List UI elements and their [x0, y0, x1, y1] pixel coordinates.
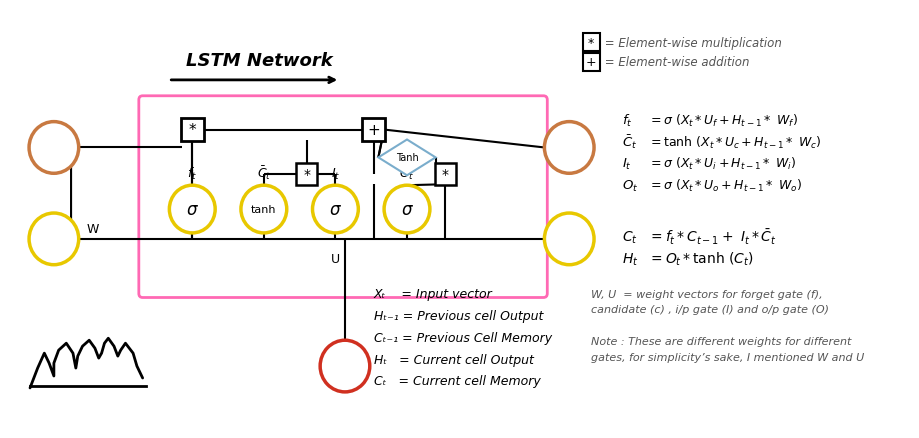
Text: Hₜ₋₁ = Previous cell Output: Hₜ₋₁ = Previous cell Output	[373, 309, 542, 322]
Circle shape	[241, 186, 287, 233]
Text: $= \sigma\ (X_t * U_i+ H_{t-1}*\ W_i)$: $= \sigma\ (X_t * U_i+ H_{t-1}*\ W_i)$	[648, 156, 796, 172]
Circle shape	[383, 186, 429, 233]
Text: +: +	[367, 123, 380, 138]
Text: $O_t$: $O_t$	[399, 167, 414, 182]
Polygon shape	[378, 140, 436, 176]
Text: tanh: tanh	[251, 205, 277, 215]
Text: $= O_t * \mathrm{tanh}\ (C_t)$: $= O_t * \mathrm{tanh}\ (C_t)$	[648, 251, 754, 268]
Text: *: *	[587, 36, 594, 49]
Text: $C_{t-1}$: $C_{t-1}$	[40, 141, 68, 155]
Text: *: *	[188, 123, 196, 138]
Text: Hₜ   = Current cell Output: Hₜ = Current cell Output	[373, 353, 533, 366]
FancyBboxPatch shape	[296, 164, 317, 186]
Text: $H_t$: $H_t$	[561, 232, 576, 247]
Circle shape	[169, 186, 215, 233]
Text: $= \sigma\ (X_t * U_f+ H_{t-1}*\ W_f)$: $= \sigma\ (X_t * U_f+ H_{t-1}*\ W_f)$	[648, 112, 798, 128]
Text: Cₜ₋₁ = Previous Cell Memory: Cₜ₋₁ = Previous Cell Memory	[373, 331, 551, 344]
Circle shape	[544, 122, 594, 174]
Text: $\sigma$: $\sigma$	[329, 201, 342, 219]
Text: +: +	[585, 57, 596, 69]
Text: $I_t$: $I_t$	[330, 167, 340, 182]
Text: $\sigma$: $\sigma$	[400, 201, 413, 219]
Text: U: U	[331, 253, 340, 265]
Text: $I_t$: $I_t$	[621, 156, 630, 172]
Text: $H_{t-1}$: $H_{t-1}$	[40, 232, 68, 247]
Text: $= f_t * C_{t-1}+\ I_t * \bar{C}_t$: $= f_t * C_{t-1}+\ I_t * \bar{C}_t$	[648, 228, 777, 247]
FancyBboxPatch shape	[582, 34, 599, 52]
Text: $= \mathrm{tanh}\ (X_t * U_c+ H_{t-1}*\ W_c)$: $= \mathrm{tanh}\ (X_t * U_c+ H_{t-1}*\ …	[648, 134, 822, 150]
Circle shape	[544, 214, 594, 265]
Text: $C_t$: $C_t$	[621, 229, 637, 246]
Text: Cₜ   = Current cell Memory: Cₜ = Current cell Memory	[373, 374, 539, 388]
Text: $f_t$: $f_t$	[621, 112, 631, 128]
Text: W, U  = weight vectors for forget gate (f),: W, U = weight vectors for forget gate (f…	[591, 289, 822, 299]
Circle shape	[29, 214, 79, 265]
Text: gates, for simplicity’s sake, I mentioned W and U: gates, for simplicity’s sake, I mentione…	[591, 352, 864, 362]
Text: $O_t$: $O_t$	[621, 178, 638, 193]
Text: *: *	[303, 168, 310, 182]
Text: = Element-wise addition: = Element-wise addition	[600, 57, 748, 69]
Text: Tanh: Tanh	[395, 153, 418, 163]
Text: $\sigma$: $\sigma$	[186, 201, 199, 219]
Text: LSTM Network: LSTM Network	[186, 52, 332, 70]
Text: Xₜ    = Input vector: Xₜ = Input vector	[373, 287, 492, 300]
FancyBboxPatch shape	[582, 54, 599, 72]
FancyBboxPatch shape	[434, 164, 455, 186]
Circle shape	[312, 186, 357, 233]
Text: $f_t$: $f_t$	[187, 166, 197, 182]
Circle shape	[320, 340, 369, 392]
Text: $C_t$: $C_t$	[562, 141, 576, 155]
Text: $\bar{C}_t$: $\bar{C}_t$	[621, 133, 636, 151]
Text: $X_t$: $X_t$	[337, 359, 352, 374]
Text: $\bar{C}_t$: $\bar{C}_t$	[256, 164, 271, 182]
Text: *: *	[441, 168, 448, 182]
Circle shape	[29, 122, 79, 174]
FancyBboxPatch shape	[362, 118, 385, 142]
Text: Note : These are different weights for different: Note : These are different weights for d…	[591, 336, 851, 346]
FancyBboxPatch shape	[181, 118, 203, 142]
Text: W: W	[86, 223, 99, 236]
Text: candidate (c) , i/p gate (I) and o/p gate (O): candidate (c) , i/p gate (I) and o/p gat…	[591, 305, 828, 314]
Text: = Element-wise multiplication: = Element-wise multiplication	[600, 36, 781, 49]
Text: $= \sigma\ (X_t * U_o+ H_{t-1}*\ W_o)$: $= \sigma\ (X_t * U_o+ H_{t-1}*\ W_o)$	[648, 178, 802, 194]
Text: $H_t$: $H_t$	[621, 251, 638, 267]
